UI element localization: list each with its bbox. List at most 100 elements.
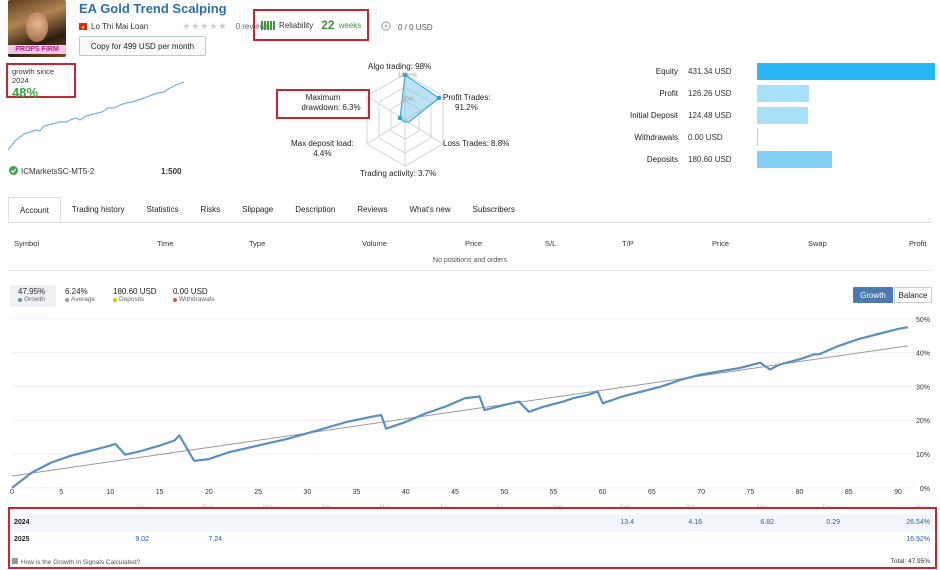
rating-stars-icon: ★★★★★ xyxy=(182,20,228,31)
radar-label-algo: Algo trading: 98% xyxy=(368,62,432,71)
column-header-profit: Profit xyxy=(909,239,927,248)
month-value: 6.82 xyxy=(760,519,774,526)
growth-calc-link[interactable]: How is the Growth in Signals Calculated? xyxy=(12,558,140,566)
year-row: 2024 13.4 4.16 6.82 0.29 26.54% xyxy=(10,514,935,532)
radar-label-trading-activity: Trading activity: 3.7% xyxy=(360,169,437,178)
copy-button[interactable]: Copy for 499 USD per month xyxy=(79,36,206,56)
tab-trading-history[interactable]: Trading history xyxy=(71,205,125,214)
stat-withdrawals[interactable]: 0.00 USD Withdrawals xyxy=(173,287,215,303)
radar-chart xyxy=(366,72,444,167)
fin-label: Deposits xyxy=(646,155,678,164)
growth-series-line xyxy=(11,326,908,489)
no-positions-text: No positions and orders xyxy=(433,257,507,264)
fin-value: 180.60 USD xyxy=(688,155,732,164)
avatar-banner: PROPS FIRM xyxy=(8,45,66,54)
year-total: 26.54% xyxy=(906,519,930,526)
check-shield-icon xyxy=(9,166,18,177)
year-label: 2024 xyxy=(14,519,30,526)
y-tick-label: 30% xyxy=(916,384,930,391)
leverage: 1:500 xyxy=(161,167,182,176)
fin-label: Profit xyxy=(659,89,678,98)
fin-bar xyxy=(757,85,810,102)
column-header-type: Type xyxy=(249,239,266,248)
author-name[interactable]: Lo Thi Mai Loan xyxy=(91,21,149,31)
weeks-value: 22 xyxy=(321,18,335,32)
tab-reviews[interactable]: Reviews xyxy=(357,205,388,214)
info-icon xyxy=(12,558,18,566)
column-header-sl: S/L xyxy=(545,239,557,248)
month-value: 13.4 xyxy=(620,519,634,526)
y-tick-label: 40% xyxy=(916,351,930,358)
x-tick-label: 10 xyxy=(107,489,115,496)
x-tick-label: 30 xyxy=(303,489,311,496)
broker-name[interactable]: ICMarketsSC-MT5-2 xyxy=(21,167,95,176)
month-value: 4.16 xyxy=(688,519,702,526)
subscribers-icon xyxy=(380,20,392,34)
tab-slippage[interactable]: Slippage xyxy=(242,205,274,214)
total-growth: Total: 47.95% xyxy=(890,558,930,565)
radar-label-profit-trades: Profit Trades: 91.2% xyxy=(443,93,491,112)
fin-value: 124.48 USD xyxy=(688,111,732,120)
author-row: Lo Thi Mai Loan ★★★★★ 0 reviews xyxy=(79,20,269,32)
x-tick-label: 35 xyxy=(353,489,361,496)
tab-statistics[interactable]: Statistics xyxy=(146,205,179,214)
stat-deposits[interactable]: 180.60 USD Deposits xyxy=(113,287,157,303)
growth-summary: growth since 2024 48% xyxy=(6,63,76,100)
y-tick-label: 20% xyxy=(916,418,930,425)
radar-label-50: 50% xyxy=(402,97,415,103)
month-value: 0.29 xyxy=(826,519,840,526)
subscribers-info: 0 / 0 USD xyxy=(380,20,433,34)
reliability-label: Reliability xyxy=(279,20,314,30)
y-tick-label: 0% xyxy=(920,486,930,493)
x-tick-label: 15 xyxy=(156,489,164,496)
x-tick-label: 90 xyxy=(894,489,902,496)
radar-label-deposit-load: Max deposit load: 4.4% xyxy=(291,139,354,158)
fin-label: Initial Deposit xyxy=(629,111,678,120)
x-tick-label: 60 xyxy=(599,489,607,496)
subscribers-value: 0 / 0 USD xyxy=(398,22,433,32)
mini-growth-chart xyxy=(8,81,185,151)
stat-active-bg xyxy=(10,285,56,307)
fin-bar xyxy=(757,151,832,168)
fin-label: Withdrawals xyxy=(634,133,678,142)
month-value: 7.24 xyxy=(208,536,222,543)
stat-average[interactable]: 6.24% Average xyxy=(65,287,96,303)
x-tick-label: 20 xyxy=(205,489,213,496)
broker-info: ICMarketsSC-MT5-2 xyxy=(9,166,94,177)
tab-subscribers[interactable]: Subscribers xyxy=(472,205,515,214)
column-header-swap: Swap xyxy=(808,239,827,248)
tab-account[interactable]: Account xyxy=(8,197,61,222)
max-drawdown-box: Maximum drawdown: 6.3% xyxy=(276,89,370,119)
x-tick-label: 50 xyxy=(500,489,508,496)
radar-label-loss-trades: Loss Trades: 8.8% xyxy=(443,139,510,148)
x-tick-label: 75 xyxy=(746,489,754,496)
radar-label-100: 100+% xyxy=(398,73,417,79)
tab-description[interactable]: Description xyxy=(295,205,336,214)
fin-value: 126.26 USD xyxy=(688,89,732,98)
avatar[interactable]: PROPS FIRM xyxy=(8,0,66,57)
x-tick-label: 0 xyxy=(10,489,14,496)
tab-risks[interactable]: Risks xyxy=(200,205,221,214)
x-tick-label: 5 xyxy=(59,489,63,496)
trend-line xyxy=(11,345,908,477)
signal-title[interactable]: EA Gold Trend Scalping xyxy=(79,1,227,16)
fin-label: Equity xyxy=(655,67,678,76)
tab-what-s-new[interactable]: What's new xyxy=(409,205,451,214)
flag-icon xyxy=(79,23,87,30)
yearly-returns-table: How is the Growth in Signals Calculated?… xyxy=(8,507,937,569)
year-label: 2025 xyxy=(14,536,30,543)
reviews-link[interactable]: 0 reviews xyxy=(235,21,270,31)
x-tick-label: 40 xyxy=(402,489,410,496)
x-tick-label: 65 xyxy=(648,489,656,496)
tab-bar: Account Trading history Statistics Risks Sli… xyxy=(8,197,932,223)
stat-growth[interactable]: 47.95% Growth xyxy=(18,287,46,303)
column-header-price: Price xyxy=(465,239,483,248)
balance-toggle-button[interactable]: Balance xyxy=(894,287,932,303)
growth-toggle-button[interactable]: Growth xyxy=(853,287,893,303)
y-tick-label: 10% xyxy=(916,452,930,459)
year-row: 2025 9.02 7.24 16.92% xyxy=(10,531,935,549)
fin-bar xyxy=(757,129,758,146)
fin-value: 431.34 USD xyxy=(688,67,732,76)
growth-since-label: growth since 2024 xyxy=(12,67,55,85)
x-tick-label: 45 xyxy=(451,489,459,496)
